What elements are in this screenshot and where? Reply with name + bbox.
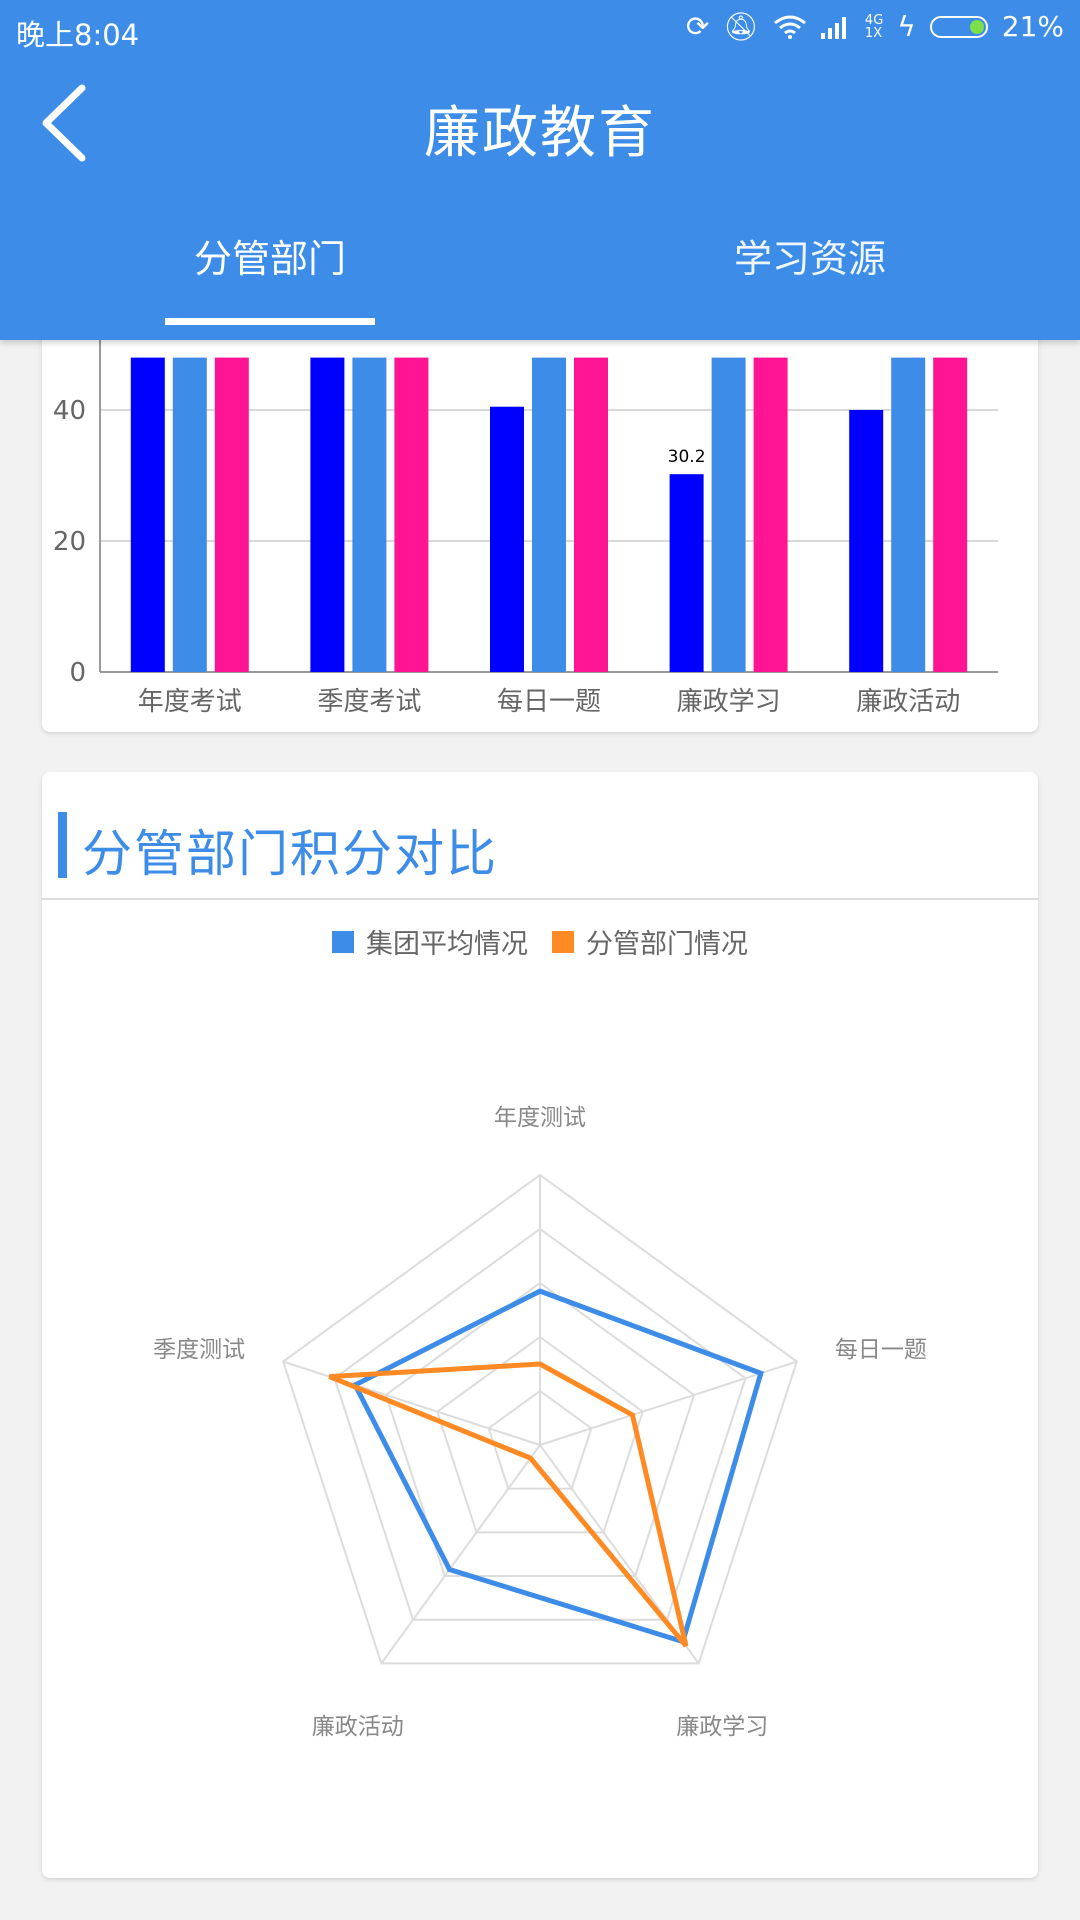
radar-series-line [351,1288,764,1645]
battery-percent: 21% [1001,10,1064,43]
tab-learning-resources[interactable]: 学习资源 [540,228,1080,340]
bar-chart: 0 20 40 年度考试 季度考试 每日一题 廉政学习 廉政活动 30.2 [53,240,998,717]
legend-item-dept[interactable]: 分管部门情况 [552,922,748,961]
bar [310,357,345,672]
charging-icon: ϟ [897,10,916,43]
x-tick-label: 廉政活动 [856,687,960,717]
chart-legend: 集团平均情况 分管部门情况 [42,922,1038,961]
legend-item-group[interactable]: 集团平均情况 [332,922,528,961]
legend-label: 分管部门情况 [586,929,748,960]
tab-label: 分管部门 [193,237,346,281]
bar [394,357,429,672]
battery-icon [929,15,988,38]
radar-spoke [380,1444,541,1665]
y-tick-label: 0 [69,658,86,688]
wifi-icon [773,15,806,39]
radar-ring [487,1389,593,1490]
radar-ring [384,1281,696,1578]
radar-indicator-label: 季度测试 [153,1337,245,1363]
battery-level-fill [969,19,984,34]
bar [891,357,926,672]
x-tick-label: 廉政学习 [677,687,781,717]
network-type: 4G 1X [864,12,884,41]
x-tick-label: 每日一题 [497,687,601,717]
bar [214,357,249,672]
bar [753,357,788,672]
data-label: 30.2 [668,447,706,467]
tab-indicator [165,318,375,325]
y-tick-label: 40 [53,396,86,426]
radar-spoke [282,1360,541,1446]
section-title: 分管部门积分对比 [82,825,498,883]
bar [574,357,608,672]
x-tick-label: 年度考试 [138,687,242,717]
radar-series-line [328,1361,689,1648]
bar [933,357,968,672]
radar-spoke [539,1360,798,1446]
legend-swatch-dept [552,930,574,953]
tab-dept[interactable]: 分管部门 [0,228,540,340]
sync-icon: ⟳ [685,10,710,43]
mute-icon: 🔕︎ [723,10,759,43]
radar-ring [436,1335,644,1534]
section-accent-bar [58,812,67,878]
bar [849,410,884,672]
y-tick-label: 20 [53,527,86,557]
bar [711,357,746,672]
status-time: 晚上8:04 [16,18,140,52]
bar [352,357,387,672]
bar [490,406,524,672]
radar-indicator-label: 廉政活动 [312,1714,404,1740]
legend-label: 集团平均情况 [366,929,528,960]
radar-indicator-label: 每日一题 [835,1337,927,1363]
radar-ring [282,1173,798,1665]
back-button[interactable] [30,78,100,168]
section-header: 分管部门积分对比 [42,772,1038,900]
status-icons: ⟳ 🔕︎ 4G 1X ϟ 21% [686,10,1064,43]
radar-indicator-label: 廉政学习 [676,1714,768,1740]
tab-label: 学习资源 [733,237,886,281]
bar [172,357,207,672]
radar-chart-card: 分管部门积分对比 集团平均情况 分管部门情况 年度测试每日一题廉政学习 廉政活动 季… [42,772,1038,1878]
page-title: 廉政教育 [424,101,656,166]
legend-swatch-group [332,930,354,953]
x-tick-label: 季度考试 [317,687,421,717]
signal-icon [820,16,846,39]
bar [532,357,566,672]
bar [130,357,165,672]
bar [669,474,704,672]
app-header: 晚上8:04 ⟳ 🔕︎ 4G 1X ϟ 21% 廉政教育 分管部门 学习资源 [0,0,1080,340]
radar-indicator-label: 年度测试 [494,1105,586,1131]
back-arrow-icon [42,84,86,162]
